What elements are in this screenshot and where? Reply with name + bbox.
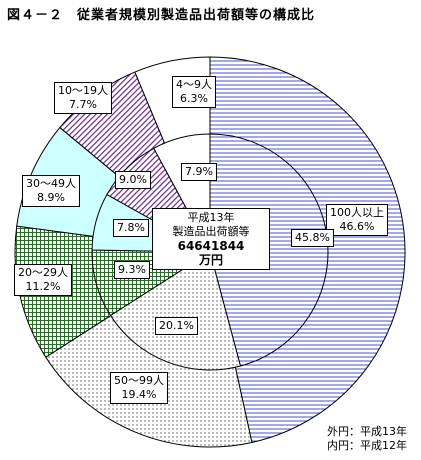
value-label: 7.7% xyxy=(69,98,97,111)
inner-label-100-plus: 45.8% xyxy=(291,229,334,247)
legend-inner: 内円：平成12年 xyxy=(327,439,407,452)
inner-label-4-9: 7.9% xyxy=(181,163,217,181)
category-label: 10～19人 xyxy=(58,84,108,97)
inner-label-50-99: 20.1% xyxy=(155,317,198,335)
outer-label-10-19: 10～19人 7.7% xyxy=(54,82,112,114)
center-unit: 万円 xyxy=(198,253,223,267)
value-label: 8.9% xyxy=(37,191,65,204)
value-label: 6.3% xyxy=(180,92,208,105)
outer-label-20-29: 20～29人 11.2% xyxy=(14,264,72,296)
ring-legend: 外円：平成13年 内円：平成12年 xyxy=(327,425,407,453)
center-metric: 製造品出荷額等 xyxy=(172,225,250,238)
legend-outer: 外円：平成13年 xyxy=(327,425,407,438)
category-label: 100人以上 xyxy=(330,206,384,219)
category-label: 20～29人 xyxy=(18,266,68,279)
page-title: 図４－２ 従業者規模別製造品出荷額等の構成比 xyxy=(7,8,316,23)
category-label: 4～9人 xyxy=(176,78,212,91)
inner-label-20-29: 9.3% xyxy=(114,261,150,279)
category-label: 50～99人 xyxy=(114,374,164,387)
center-year: 平成13年 xyxy=(187,211,235,224)
value-label: 46.6% xyxy=(339,220,375,233)
center-value: 64641844 xyxy=(177,239,245,253)
inner-slice-2 xyxy=(109,251,242,371)
center-total-box: 平成13年 製造品出荷額等 64641844 万円 xyxy=(152,208,270,270)
outer-label-4-9: 4～9人 6.3% xyxy=(172,76,216,108)
outer-label-50-99: 50～99人 19.4% xyxy=(110,372,168,404)
outer-label-30-49: 30～49人 8.9% xyxy=(22,175,80,207)
value-label: 19.4% xyxy=(121,388,157,401)
outer-label-100-plus: 100人以上 46.6% xyxy=(326,204,388,236)
category-label: 30～49人 xyxy=(26,177,76,190)
inner-label-30-49: 7.8% xyxy=(113,219,149,237)
inner-label-10-19: 9.0% xyxy=(115,171,151,189)
value-label: 11.2% xyxy=(25,280,61,293)
